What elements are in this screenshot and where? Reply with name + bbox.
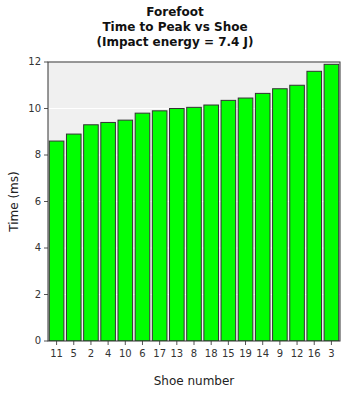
tick-mark [279, 341, 280, 345]
bar [66, 134, 81, 341]
tick-label: 12 [291, 348, 304, 359]
tick-label: 4 [105, 348, 111, 359]
bar [273, 89, 288, 341]
bar [255, 93, 270, 341]
tick-mark [314, 341, 315, 345]
bar [118, 120, 133, 341]
tick-mark [125, 341, 126, 345]
y-axis-label: Time (ms) [7, 171, 21, 233]
bar [84, 125, 99, 341]
bar [187, 107, 202, 341]
tick-mark [194, 341, 195, 345]
tick-mark [331, 341, 332, 345]
tick-label: 4 [35, 242, 41, 253]
tick-label: 3 [328, 348, 334, 359]
tick-label: 15 [222, 348, 235, 359]
tick-mark [245, 341, 246, 345]
tick-mark [56, 341, 57, 345]
bars [49, 64, 338, 341]
y-axis: 0 2 4 6 8 10 12 [28, 56, 340, 346]
chart: 024681012115241061713818151914912163Shoe… [0, 0, 350, 403]
tick-mark [44, 155, 48, 156]
tick-label: 12 [28, 56, 41, 67]
tick-mark [108, 341, 109, 345]
bar [135, 113, 150, 341]
bar [49, 141, 64, 341]
tick-label: 5 [71, 348, 77, 359]
tick-mark [44, 248, 48, 249]
tick-label: 19 [239, 348, 252, 359]
tick-label: 2 [35, 289, 41, 300]
chart-title: ForefootTime to Peak vs Shoe(Impact ener… [96, 5, 253, 49]
bar [221, 100, 236, 341]
bar [290, 85, 305, 341]
plot-background [48, 62, 340, 341]
plot-frame [48, 62, 340, 341]
tick-mark [159, 341, 160, 345]
bar [152, 111, 167, 341]
bar [170, 109, 185, 342]
tick-mark [228, 341, 229, 345]
tick-label: 2 [88, 348, 94, 359]
tick-mark [90, 341, 91, 345]
tick-mark [44, 341, 48, 342]
bar [204, 105, 219, 341]
tick-label: 8 [191, 348, 197, 359]
bar [238, 98, 253, 341]
tick-label: 6 [139, 348, 145, 359]
tick-mark [73, 341, 74, 345]
tick-label: 18 [205, 348, 218, 359]
tick-mark [211, 341, 212, 345]
tick-mark [176, 341, 177, 345]
tick-mark [262, 341, 263, 345]
tick-label: 10 [28, 103, 41, 114]
tick-mark [142, 341, 143, 345]
tick-label: 9 [277, 348, 283, 359]
tick-label: 8 [35, 149, 41, 160]
tick-label: 11 [50, 348, 63, 359]
tick-mark [44, 294, 48, 295]
tick-mark [297, 341, 298, 345]
tick-label: 6 [35, 196, 41, 207]
tick-mark [44, 201, 48, 202]
x-axis-label: Shoe number [154, 374, 235, 388]
bar [101, 122, 116, 341]
bar [324, 64, 339, 341]
x-axis: 11 524 10 6 17 13 8 18 15 19 14 9 12 16 3 [50, 341, 334, 359]
tick-mark [44, 108, 48, 109]
chart-container: 024681012115241061713818151914912163Shoe… [0, 0, 350, 403]
bar [307, 71, 322, 341]
tick-mark [44, 62, 48, 63]
tick-label: 0 [35, 335, 41, 346]
tick-label: 17 [153, 348, 166, 359]
tick-label: 10 [119, 348, 132, 359]
tick-label: 14 [256, 348, 269, 359]
tick-label: 16 [308, 348, 321, 359]
tick-label: 13 [170, 348, 183, 359]
